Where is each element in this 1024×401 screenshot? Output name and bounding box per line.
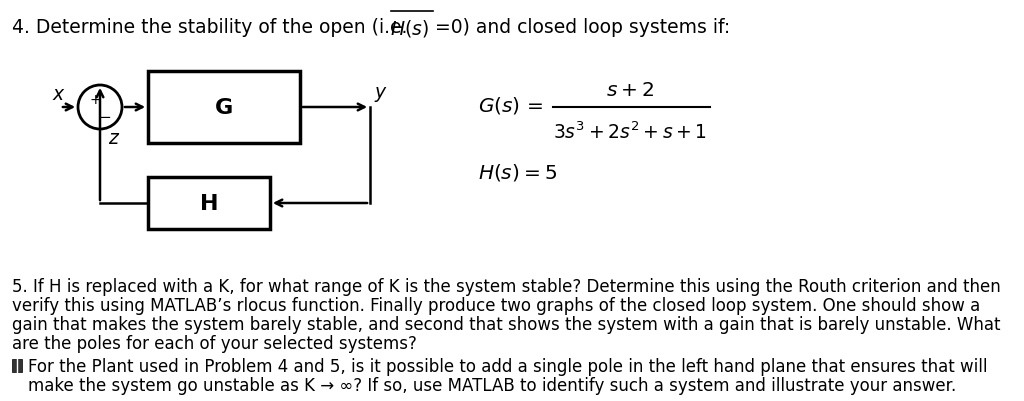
FancyBboxPatch shape (148, 72, 300, 144)
Text: x: x (52, 84, 63, 103)
Text: z: z (108, 128, 118, 147)
Text: verify this using MATLAB’s rlocus function. Finally produce two graphs of the cl: verify this using MATLAB’s rlocus functi… (12, 296, 980, 314)
Text: $s+2$: $s+2$ (606, 80, 654, 99)
FancyBboxPatch shape (148, 178, 270, 229)
Text: y: y (375, 82, 386, 101)
Text: $\mathit{H}(\mathit{s})=5$: $\mathit{H}(\mathit{s})=5$ (478, 162, 557, 183)
Text: $3s^3+2s^2+s+1$: $3s^3+2s^2+s+1$ (553, 121, 707, 142)
Text: $\mathit{G}(\mathit{s})\,=$: $\mathit{G}(\mathit{s})\,=$ (478, 95, 544, 116)
Text: H: H (200, 194, 218, 213)
Text: −: − (98, 109, 112, 124)
Text: $\mathit{H(s)}$: $\mathit{H(s)}$ (390, 18, 429, 39)
FancyBboxPatch shape (12, 359, 22, 372)
Text: 4. Determine the stability of the open (i.e.: 4. Determine the stability of the open (… (12, 18, 414, 37)
Text: For the Plant used in Problem 4 and 5, is it possible to add a single pole in th: For the Plant used in Problem 4 and 5, i… (28, 357, 987, 375)
Text: 5. If H is replaced with a K, for what range of K is the system stable? Determin: 5. If H is replaced with a K, for what r… (12, 277, 1000, 295)
Text: G: G (215, 98, 233, 118)
Text: make the system go unstable as K → ∞? If so, use MATLAB to identify such a syste: make the system go unstable as K → ∞? If… (28, 376, 956, 394)
Text: +: + (89, 93, 100, 107)
Text: =0) and closed loop systems if:: =0) and closed loop systems if: (435, 18, 730, 37)
Text: gain that makes the system barely stable, and second that shows the system with : gain that makes the system barely stable… (12, 315, 1000, 333)
Text: are the poles for each of your selected systems?: are the poles for each of your selected … (12, 334, 417, 352)
